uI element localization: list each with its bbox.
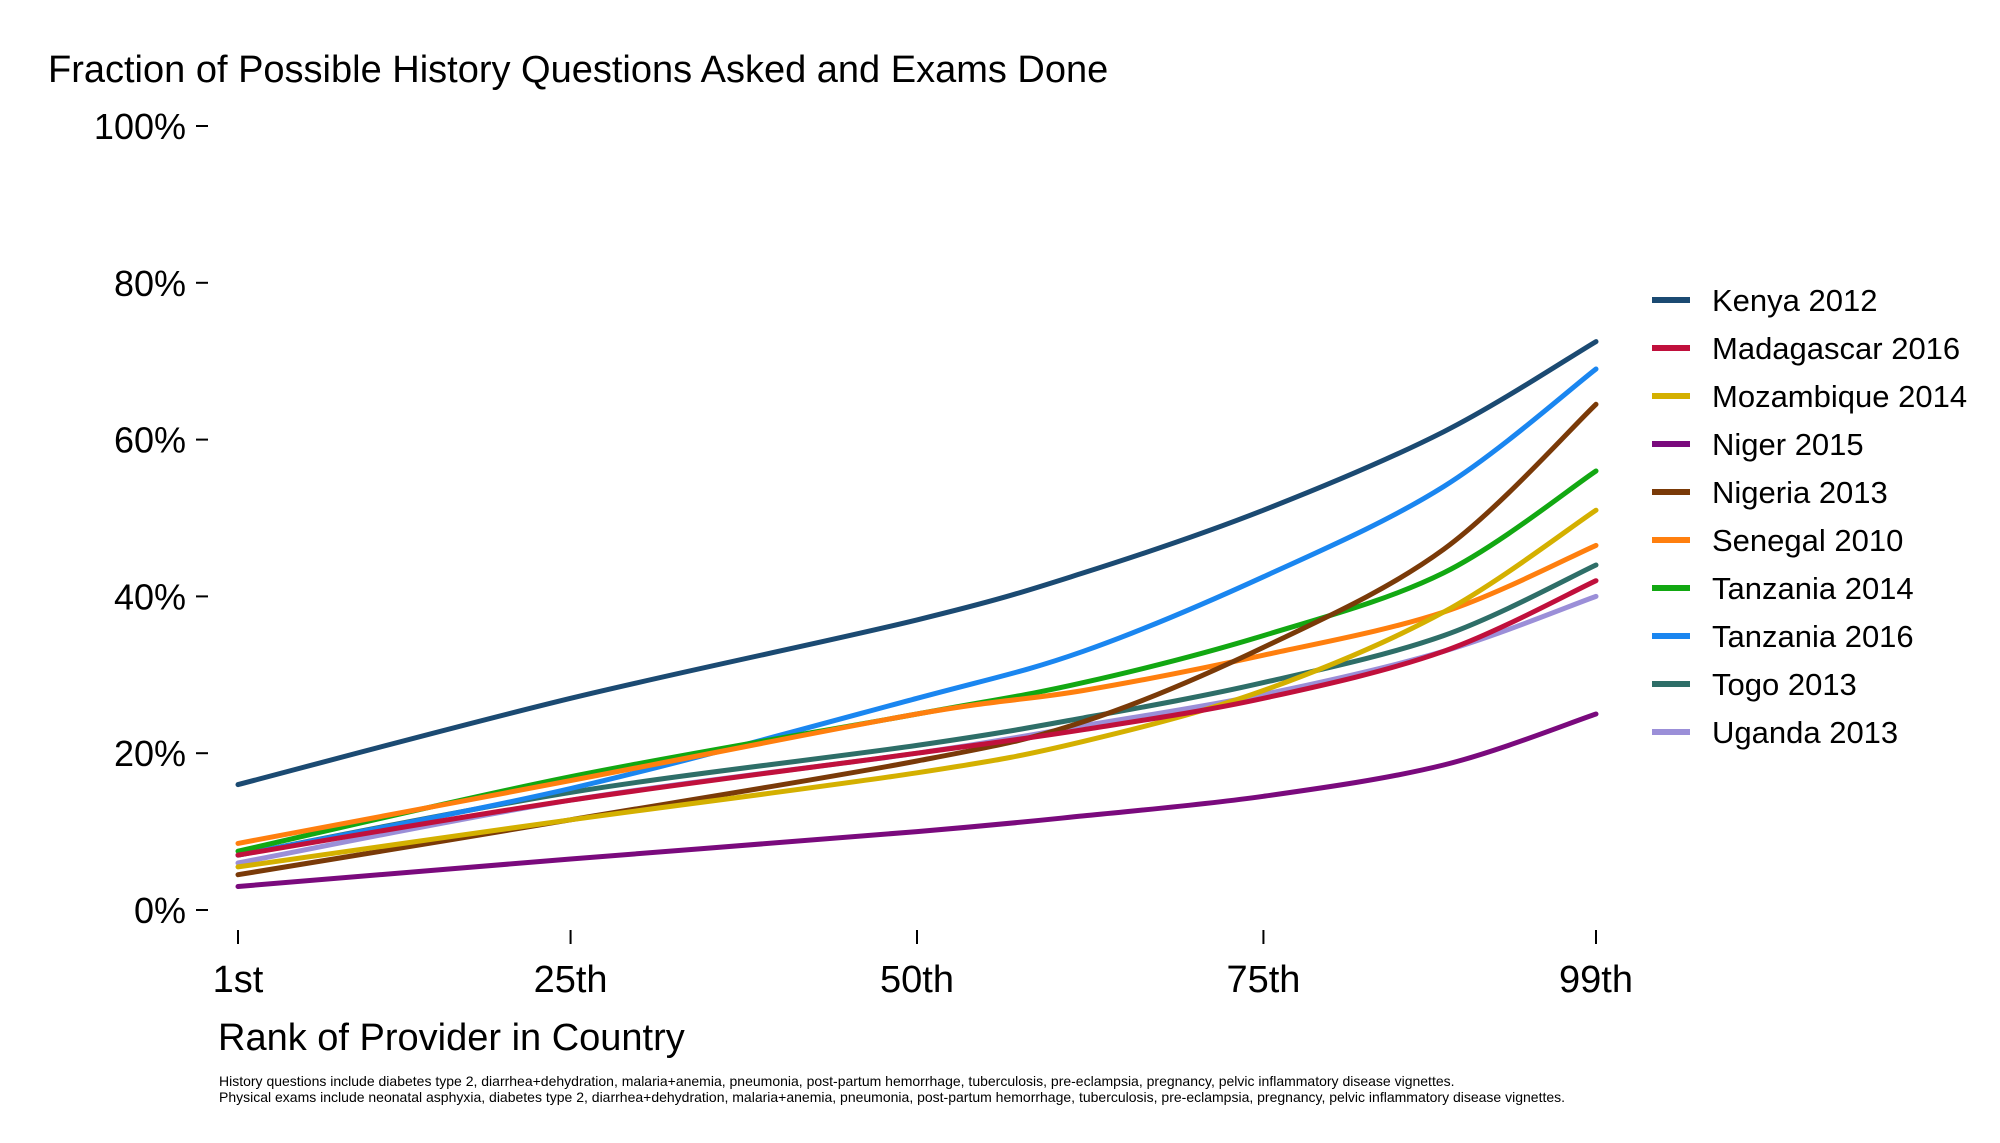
y-tick-label: 60% bbox=[114, 420, 186, 461]
legend: Kenya 2012 Madagascar 2016 Mozambique 2014… bbox=[1652, 283, 1967, 750]
legend-label-madagascar-2016: Madagascar 2016 bbox=[1712, 331, 1960, 366]
chart-title: Fraction of Possible History Questions A… bbox=[48, 49, 1108, 91]
y-axis: 0% 20% 40% 60% 80% 100% bbox=[94, 106, 208, 931]
x-tick-label: 25th bbox=[534, 959, 608, 1001]
series-line-madagascar-2016 bbox=[235, 578, 1599, 858]
footnote-exams: Physical exams include neonatal asphyxia… bbox=[219, 1089, 1565, 1105]
series-line-kenya-2012 bbox=[235, 339, 1599, 788]
legend-label-nigeria-2013: Nigeria 2013 bbox=[1712, 475, 1888, 510]
legend-label-kenya-2012: Kenya 2012 bbox=[1712, 283, 1877, 318]
x-axis-label: Rank of Provider in Country bbox=[218, 1017, 685, 1059]
y-tick-label: 40% bbox=[114, 576, 186, 617]
y-tick-label: 100% bbox=[94, 106, 186, 147]
legend-label-togo-2013: Togo 2013 bbox=[1712, 667, 1857, 702]
legend-label-tanzania-2014: Tanzania 2014 bbox=[1712, 571, 1914, 606]
legend-label-tanzania-2016: Tanzania 2016 bbox=[1712, 619, 1914, 654]
series-line-niger-2015 bbox=[235, 711, 1599, 889]
y-tick-label: 0% bbox=[134, 890, 186, 931]
legend-label-mozambique-2014: Mozambique 2014 bbox=[1712, 379, 1967, 414]
plot-area bbox=[235, 339, 1599, 889]
y-tick-label: 20% bbox=[114, 733, 186, 774]
series-line-senegal-2010 bbox=[235, 542, 1599, 846]
y-tick-label: 80% bbox=[114, 263, 186, 304]
x-tick-label: 99th bbox=[1559, 959, 1633, 1001]
x-tick-label: 1st bbox=[213, 959, 264, 1001]
x-tick-label: 75th bbox=[1226, 959, 1300, 1001]
footnote-history: History questions include diabetes type … bbox=[219, 1073, 1455, 1089]
x-axis: 1st 25th 50th 75th 99th bbox=[213, 930, 1633, 1001]
series-line-tanzania-2016 bbox=[235, 366, 1599, 858]
series-line-togo-2013 bbox=[235, 562, 1599, 858]
legend-label-uganda-2013: Uganda 2013 bbox=[1712, 715, 1898, 750]
series-line-mozambique-2014 bbox=[235, 507, 1599, 870]
x-tick-label: 50th bbox=[880, 959, 954, 1001]
legend-label-niger-2015: Niger 2015 bbox=[1712, 427, 1864, 462]
legend-label-senegal-2010: Senegal 2010 bbox=[1712, 523, 1903, 558]
series-line-tanzania-2014 bbox=[235, 468, 1599, 854]
